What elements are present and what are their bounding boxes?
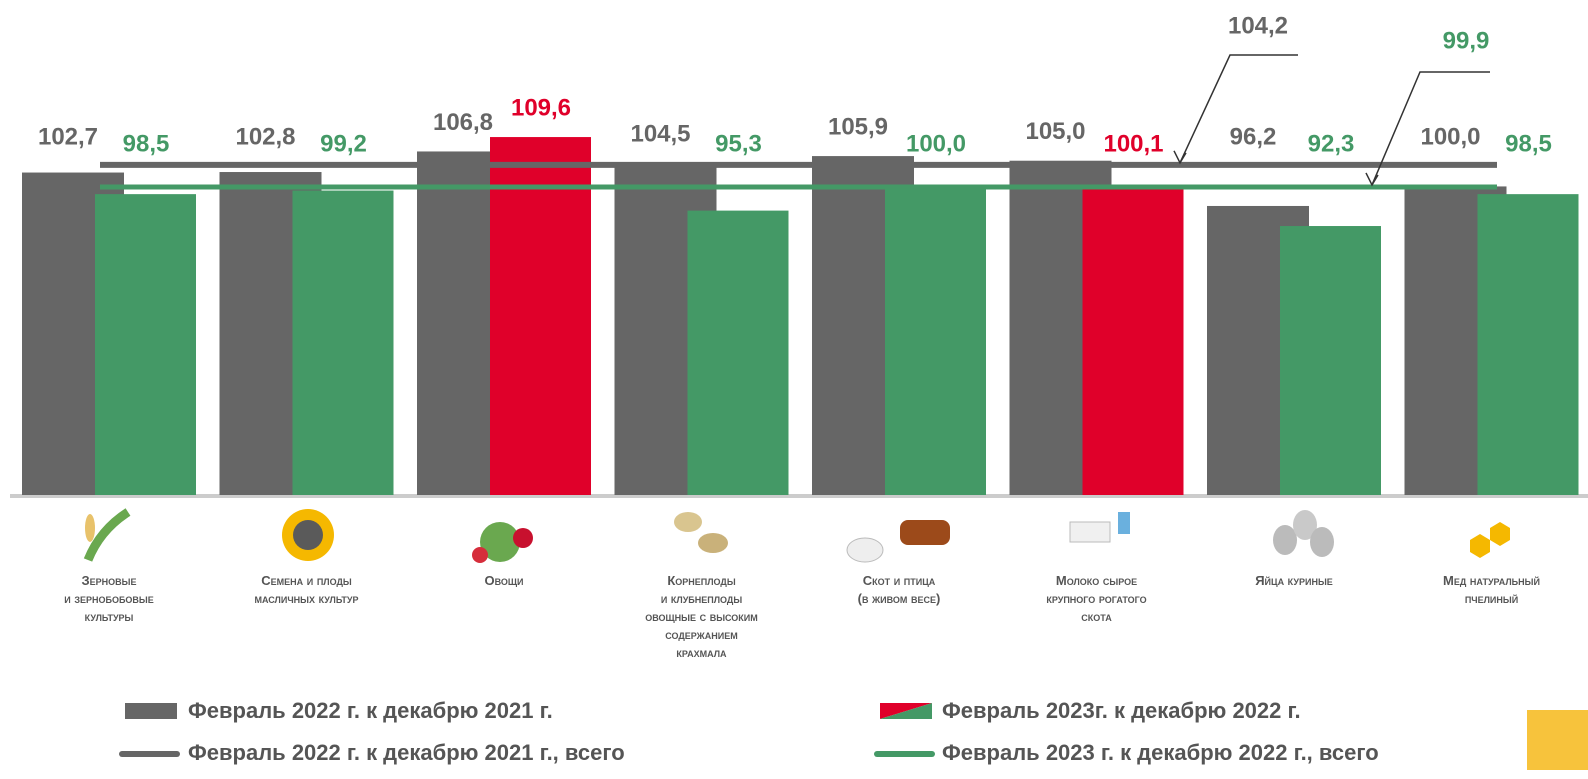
legend-label: Февраль 2022 г. к декабрю 2021 г., всего [188, 740, 625, 765]
value-label: 98,5 [123, 130, 170, 157]
annotation: 104,2 [1228, 12, 1288, 39]
category-label: Корнеплоды и клубнеплоды овощные с высок… [645, 573, 758, 660]
category-label: Молоко сырое крупного рогатого скота [1046, 573, 1147, 624]
value-label: 96,2 [1230, 123, 1277, 150]
value-label: 98,5 [1505, 130, 1552, 157]
legend-label: Февраль 2023 г. к декабрю 2022 г., всего [942, 740, 1379, 765]
value-label: 105,9 [828, 113, 888, 140]
bar [1477, 194, 1579, 495]
value-label: 92,3 [1308, 130, 1355, 157]
callout [1179, 54, 1298, 164]
value-label: 100,1 [1103, 130, 1163, 157]
bar [292, 190, 394, 496]
legend-label: Февраль 2023г. к декабрю 2022 г. [942, 698, 1301, 723]
arrowhead [1173, 150, 1187, 165]
value-label: 105,0 [1025, 118, 1085, 145]
value-label: 102,7 [38, 123, 98, 150]
callout [1371, 71, 1490, 186]
legend-swatch [880, 703, 932, 719]
legend-swatch [125, 703, 177, 719]
value-label: 109,6 [511, 94, 571, 121]
arrowhead [1365, 172, 1379, 187]
value-label: 100,0 [1420, 123, 1480, 150]
bar [687, 210, 789, 495]
category-label: Овощи [484, 573, 524, 588]
legend-label: Февраль 2022 г. к декабрю 2021 г. [188, 698, 553, 723]
value-label: 104,5 [630, 121, 690, 148]
category-label: Скот и птица (в живом весе) [857, 573, 941, 606]
category-label: Яйца куриные [1255, 573, 1333, 588]
category-label: Мед натуральный пчелиный [1443, 573, 1540, 606]
value-label: 106,8 [433, 109, 493, 136]
bar [1082, 185, 1184, 495]
annotation: 99,9 [1443, 27, 1490, 54]
value-label: 99,2 [320, 130, 367, 157]
bar [1280, 226, 1381, 495]
value-label: 95,3 [715, 130, 762, 157]
bar [885, 186, 986, 495]
category-label: Семена и плоды масличных культур [254, 573, 359, 606]
value-label: 102,8 [235, 123, 295, 150]
category-label: Зерновые и зернобобовые культуры [64, 573, 154, 624]
corner-badge [1527, 710, 1588, 770]
value-label: 100,0 [906, 130, 966, 157]
icons [83, 508, 1510, 563]
bar [490, 137, 591, 496]
bar [95, 194, 196, 495]
